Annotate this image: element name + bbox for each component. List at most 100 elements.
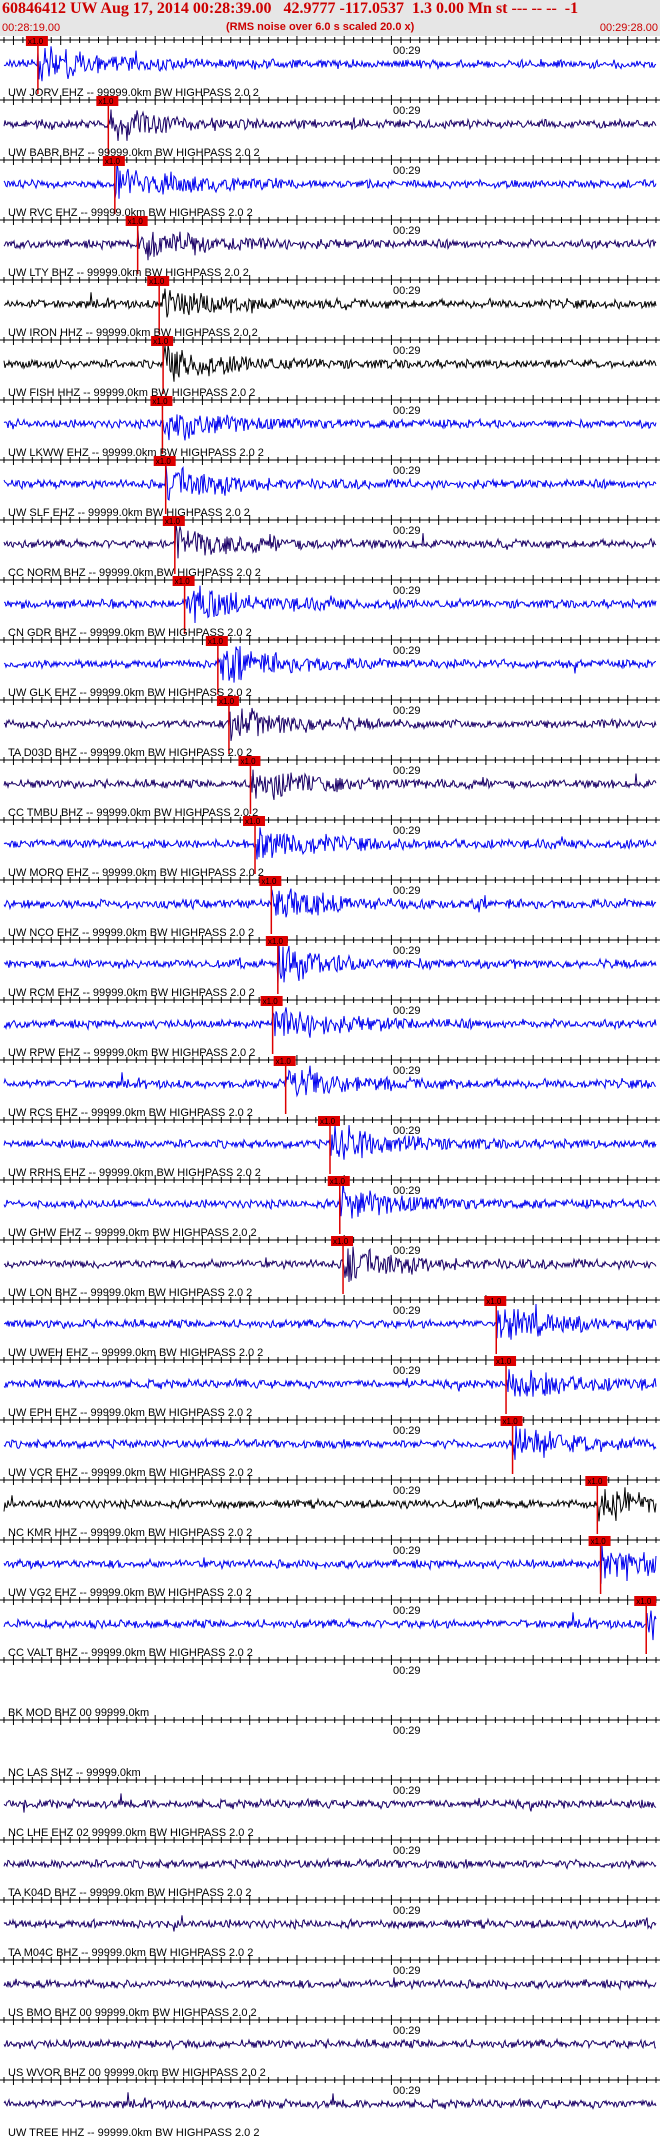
pick-label: x1.0: [330, 1177, 346, 1186]
minute-tick-label: 00:29: [393, 1485, 421, 1497]
minute-tick-label: 00:29: [393, 165, 421, 177]
minute-tick-label: 00:29: [393, 1125, 421, 1137]
rms-note: (RMS noise over 6.0 s scaled 20.0 x): [226, 21, 415, 33]
station-label: UW BABR BHZ -- 99999.0km BW HIGHPASS 2.0…: [8, 147, 260, 159]
minute-tick-label: 00:29: [393, 585, 421, 597]
trace-row: 00:29 x1.0 NC KMR HHZ -- 99999.0km BW HIGH…: [0, 1475, 660, 1539]
pick-box: [634, 1596, 657, 1606]
pick-label: x1.0: [591, 1537, 607, 1546]
trace-row: 00:29 x1.0 UW RVC EHZ -- 99999.0km BW HIGH…: [0, 155, 660, 219]
waveform: [3, 942, 657, 985]
station-label: UW LKWW EHZ -- 99999.0km BW HIGHPASS 2.0…: [8, 447, 264, 459]
minute-tick-label: 00:29: [393, 2085, 421, 2097]
minute-tick-label: 00:29: [393, 1965, 421, 1977]
station-label: UW UWEH EHZ -- 99999.0km BW HIGHPASS 2.0…: [8, 1347, 263, 1359]
pick-box: [153, 456, 176, 466]
minute-tick-label: 00:29: [393, 1305, 421, 1317]
waveform: [3, 646, 656, 683]
pick-box: [238, 756, 261, 766]
station-label: UW VCR EHZ -- 99999.0km BW HIGHPASS 2.0 …: [8, 1467, 253, 1479]
waveform: [3, 230, 657, 261]
station-label: UW GLK EHZ -- 99999.0km BW HIGHPASS 2.0 …: [8, 687, 252, 699]
waveform: [3, 1793, 657, 1813]
pick-box: [243, 816, 266, 826]
minute-tick-label: 00:29: [393, 1725, 421, 1737]
pick-label: x1.0: [636, 1597, 652, 1606]
minute-tick-label: 00:29: [393, 1905, 421, 1917]
minute-tick-label: 00:29: [393, 525, 421, 537]
pick-box: [25, 36, 48, 46]
minute-tick-label: 00:29: [393, 945, 421, 957]
station-label: TA M04C BHZ -- 99999.0km BW HIGHPASS 2.0…: [8, 1947, 253, 1959]
pick-box: [205, 636, 228, 646]
pick-box: [147, 276, 170, 286]
trace-row: 00:29 TA M04C BHZ -- 99999.0km BW HIGHPAS…: [0, 1895, 660, 1959]
pick-label: x1.0: [175, 577, 191, 586]
pick-box: [259, 876, 282, 886]
pick-box: [331, 1236, 354, 1246]
waveform: [3, 888, 657, 918]
trace-row: 00:29 x1.0 CC TMBU BHZ -- 99999.0km BW HIG…: [0, 755, 660, 819]
pick-box: [265, 936, 288, 946]
waveform: [3, 707, 657, 741]
minute-tick-label: 00:29: [393, 345, 421, 357]
waveform: [3, 1857, 657, 1870]
trace-row: 00:29 x1.0 UW GHW EHZ -- 99999.0km BW HIGH…: [0, 1175, 660, 1239]
trace-row: 00:29 x1.0 UW RCM EHZ -- 99999.0km BW HIGH…: [0, 935, 660, 999]
trace-row: 00:29 US WVOR BHZ 00 99999.0km BW HIGHPAS…: [0, 2015, 660, 2079]
station-label: UW JORV EHZ -- 99999.0km BW HIGHPASS 2.0…: [8, 87, 259, 99]
pick-box: [500, 1416, 523, 1426]
trace-row: 00:29 x1.0 TA D03D BHZ -- 99999.0km BW HIG…: [0, 695, 660, 759]
pick-label: x1.0: [276, 1057, 292, 1066]
pick-box: [327, 1176, 350, 1186]
trace-row: 00:29 x1.0 UW FISH HHZ -- 99999.0km BW HIG…: [0, 335, 660, 399]
station-label: US BMO BHZ 00 99999.0km BW HIGHPASS 2.0 …: [8, 2007, 257, 2019]
station-label: UW LTY BHZ -- 99999.0km BW HIGHPASS 2.0 …: [8, 267, 249, 279]
minute-tick-label: 00:29: [393, 405, 421, 417]
waveform: [3, 585, 657, 624]
waveform: [3, 1246, 657, 1283]
trace-row: 00:29 x1.0 UW LKWW EHZ -- 99999.0km BW HIG…: [0, 395, 660, 459]
minute-tick-label: 00:29: [393, 45, 421, 57]
waveform: [3, 1425, 657, 1460]
trace-row: 00:29 x1.0 UW UWEH EHZ -- 99999.0km BW HIG…: [0, 1295, 660, 1359]
minute-tick-label: 00:29: [393, 105, 421, 117]
waveform: [3, 344, 657, 382]
waveform: [3, 1181, 657, 1219]
trace-row: 00:29 x1.0 UW MORO EHZ -- 99999.0km BW HIG…: [0, 815, 660, 879]
station-label: UW MORO EHZ -- 99999.0km BW HIGHPASS 2.0…: [8, 867, 264, 879]
trace-row: 00:29 x1.0 UW GLK EHZ -- 99999.0km BW HIGH…: [0, 635, 660, 699]
waveform: [3, 1545, 657, 1584]
station-label: CC NORM BHZ -- 99999.0km BW HIGHPASS 2.0…: [8, 567, 261, 579]
minute-tick-label: 00:29: [393, 765, 421, 777]
minute-tick-label: 00:29: [393, 465, 421, 477]
waveform: [3, 1369, 657, 1397]
pick-label: x1.0: [98, 97, 114, 106]
station-label: NC LHE EHZ 02 99999.0km BW HIGHPASS 2.0 …: [8, 1827, 254, 1839]
minute-tick-label: 00:29: [393, 1785, 421, 1797]
minute-tick-label: 00:29: [393, 645, 421, 657]
pick-label: x1.0: [320, 1117, 336, 1126]
station-label: UW RRHS EHZ -- 99999.0km BW HIGHPASS 2.0…: [8, 1167, 261, 1179]
station-label: BK MOD BHZ 00 99999.0km: [8, 1707, 149, 1719]
trace-row: 00:29 US BMO BHZ 00 99999.0km BW HIGHPASS…: [0, 1955, 660, 2019]
trace-row: 00:29 x1.0 UW RPW EHZ -- 99999.0km BW HIGH…: [0, 995, 660, 1059]
end-time: 00:29:28.00: [599, 22, 658, 34]
pick-box: [125, 216, 148, 226]
waveform: [3, 769, 657, 800]
pick-label: x1.0: [219, 697, 235, 706]
pick-label: x1.0: [128, 217, 144, 226]
minute-tick-label: 00:29: [393, 1665, 421, 1677]
station-label: UW GHW EHZ -- 99999.0km BW HIGHPASS 2.0 …: [8, 1227, 257, 1239]
start-time: 00:28:19.00: [2, 22, 61, 34]
station-label: CC TMBU BHZ -- 99999.0km BW HIGHPASS 2.0…: [8, 807, 258, 819]
pick-label: x1.0: [333, 1237, 349, 1246]
waveform: [3, 414, 657, 441]
pick-box: [588, 1536, 611, 1546]
pick-label: x1.0: [263, 997, 279, 1006]
trace-row: 00:29 x1.0 UW RCS EHZ -- 99999.0km BW HIGH…: [0, 1055, 660, 1119]
station-label: TA K04D BHZ -- 99999.0km BW HIGHPASS 2.0…: [8, 1887, 252, 1899]
pick-box: [151, 336, 174, 346]
pick-box: [162, 516, 185, 526]
